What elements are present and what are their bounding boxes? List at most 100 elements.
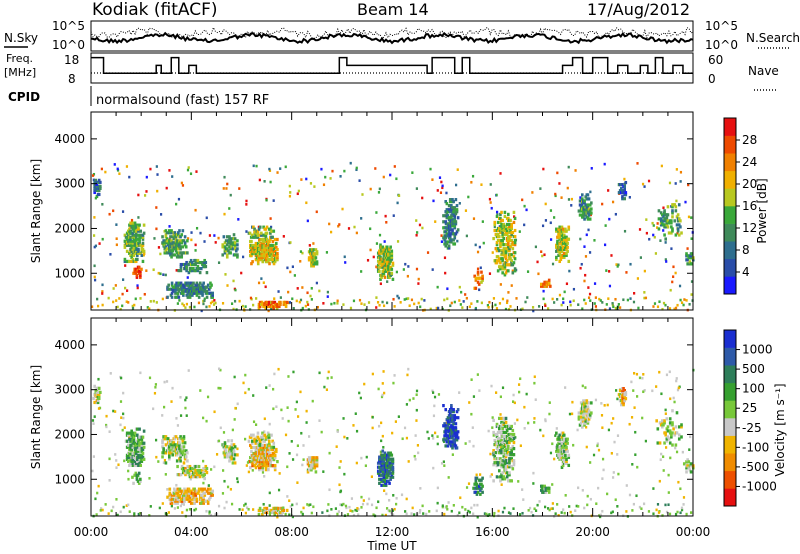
power-cell [179, 269, 183, 273]
vel-cell [256, 462, 260, 466]
velocity-colorbar-swatch-4 [724, 418, 736, 436]
power-cell [617, 263, 620, 267]
vel-cell [442, 440, 446, 443]
vel-cell [217, 386, 220, 390]
vel-cell [675, 379, 678, 383]
noise-traces [90, 26, 694, 45]
vel-cell [547, 507, 550, 510]
vel-cell [389, 451, 392, 455]
vel-cell [585, 411, 589, 415]
vel-cell [501, 510, 505, 514]
power-cell [555, 227, 558, 231]
power-cell [225, 253, 229, 257]
vel-cell [236, 453, 239, 457]
power-cell [137, 229, 140, 233]
power-cell [195, 293, 199, 297]
vel-cell [241, 508, 244, 512]
power-cell [664, 258, 667, 261]
vel-cell [200, 493, 203, 497]
vel-cell [451, 416, 454, 420]
vel-cell [244, 437, 247, 441]
power-cell [190, 231, 193, 234]
power-cell [272, 262, 276, 266]
power-cell [260, 277, 263, 280]
power-cell [501, 259, 504, 263]
vel-cell [131, 453, 135, 457]
vel-cell [203, 493, 207, 497]
vel-cell [346, 513, 350, 516]
power-cell [566, 186, 569, 190]
vel-cell [560, 435, 564, 439]
power-cell [310, 264, 313, 268]
vel-cell [670, 435, 673, 439]
power-cell [378, 269, 381, 273]
power-cell [510, 226, 513, 231]
vel-cell [635, 494, 638, 498]
power-cell [211, 295, 214, 299]
vel-cell [501, 444, 504, 449]
power-cell [570, 204, 573, 207]
vel-cell [249, 443, 252, 448]
vel-cell [271, 439, 274, 443]
power-cell [579, 209, 583, 213]
power-cell [562, 251, 566, 255]
power-cell [605, 269, 608, 272]
power-cell [382, 271, 386, 275]
vel-cell [392, 493, 395, 497]
power-cell [101, 303, 104, 307]
power-cell [513, 228, 517, 233]
power-cell [452, 238, 455, 242]
vel-cell [173, 437, 177, 441]
vel-cell [510, 465, 513, 469]
power-cell [643, 185, 646, 188]
vel-cell [149, 505, 152, 508]
power-cell [496, 255, 500, 259]
vel-cell [555, 449, 558, 453]
power-cell [372, 255, 375, 259]
vel-cell [161, 439, 164, 443]
vel-cell [202, 475, 205, 479]
power-cell [507, 308, 511, 311]
vel-cell [357, 508, 360, 511]
vel-cell [188, 464, 192, 469]
power-cell [315, 252, 319, 256]
vel-cell [154, 385, 157, 389]
vel-cell [390, 473, 394, 477]
power-cell [167, 283, 170, 287]
power-cell [145, 190, 148, 193]
vel-cell [107, 512, 110, 515]
vel-cell [467, 509, 470, 513]
velocity-colorbar-swatch-5 [724, 400, 736, 419]
power-cell [504, 253, 508, 257]
vel-cell [263, 506, 266, 511]
vel-cell [311, 399, 314, 403]
vel-cell [452, 504, 455, 507]
vel-cell [567, 455, 571, 459]
power-cell [358, 179, 361, 182]
power-cell [584, 203, 587, 207]
vel-cell [261, 437, 264, 441]
vel-cell [493, 511, 496, 515]
power-cell [476, 280, 480, 284]
vel-cell [174, 489, 177, 493]
power-cell [665, 260, 668, 263]
vel-cell [230, 457, 234, 461]
power-cell [495, 210, 499, 214]
power-cell [560, 196, 563, 199]
power-cell [203, 262, 206, 267]
power-cell [638, 228, 642, 231]
vel-cell [643, 389, 646, 392]
vel-cell [170, 451, 173, 455]
vel-cell [291, 458, 295, 461]
vel-cell [501, 440, 504, 445]
vel-cell [325, 388, 329, 392]
power-cell [561, 229, 565, 233]
power-cell [480, 270, 483, 274]
power-cell [92, 172, 96, 176]
power-cell [314, 248, 318, 252]
power-cell [164, 229, 168, 233]
power-cell [451, 230, 454, 234]
nave-label: Nave [748, 64, 779, 78]
power-cell [135, 275, 139, 279]
vel-cell [132, 439, 136, 443]
